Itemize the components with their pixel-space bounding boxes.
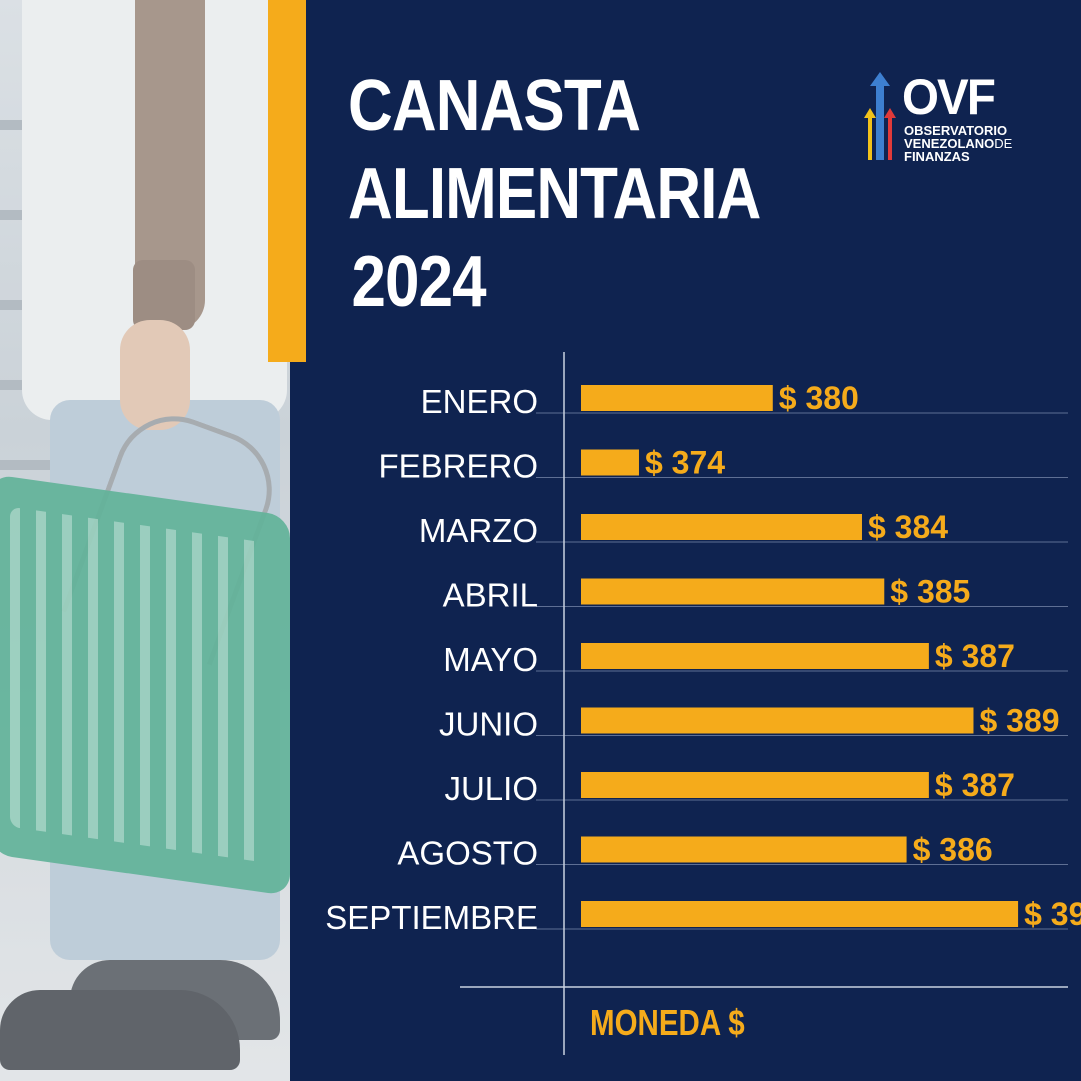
- value-label: $ 384: [868, 509, 948, 545]
- value-label: $ 386: [913, 832, 993, 868]
- value-label: $ 387: [935, 638, 1015, 674]
- title-line-3: 2024: [351, 242, 486, 322]
- logo-line-1: OBSERVATORIO: [904, 123, 1008, 138]
- chart-bars: [581, 385, 1019, 927]
- logo-acronym: OVF: [902, 69, 996, 125]
- bar-julio: [581, 772, 929, 798]
- value-label: $ 387: [935, 767, 1015, 803]
- bar-junio: [581, 707, 974, 734]
- logo-line-2: VENEZOLANODE: [904, 137, 1012, 150]
- bar-enero: [581, 385, 773, 411]
- category-label: ENERO: [421, 383, 538, 420]
- bar-septiembre: [581, 901, 1019, 927]
- ovf-logo: OVF OBSERVATORIO VENEZOLANODE FINANZAS: [864, 69, 1034, 164]
- value-label: $ 391: [1024, 896, 1081, 932]
- bar-abril: [581, 578, 885, 605]
- category-label: FEBRERO: [378, 448, 538, 485]
- title-line-2: ALIMENTARIA: [348, 154, 761, 234]
- logo-line-2-a: VENEZOLANO: [904, 136, 995, 151]
- page-title: CANASTA ALIMENTARIA 2024: [348, 62, 761, 326]
- bar-mayo: [581, 643, 929, 669]
- shopper-photo: [0, 0, 290, 1081]
- logo-line-2-b: DE: [994, 136, 1013, 151]
- category-label: JULIO: [444, 770, 538, 807]
- x-axis-title: MONEDA $: [590, 1002, 745, 1042]
- title-line-1: CANASTA: [348, 66, 641, 146]
- bar-marzo: [581, 514, 862, 540]
- category-label: MARZO: [419, 512, 538, 549]
- chart-value-labels: $ 380 $ 374 $ 384 $ 385 $ 387 $ 389 $ 387 $ 386…: [645, 380, 1081, 932]
- bar-febrero: [581, 449, 639, 476]
- category-label: MAYO: [443, 641, 538, 678]
- value-label: $ 380: [779, 380, 859, 416]
- category-label: ABRIL: [443, 577, 538, 614]
- arrows-icon: [864, 72, 896, 160]
- logo-line-3: FINANZAS: [904, 149, 970, 164]
- accent-bar: [268, 0, 306, 362]
- value-label: $ 385: [890, 574, 970, 610]
- chart-category-labels: ENERO FEBRERO MARZO ABRIL MAYO JUNIO JULIO AGOS…: [325, 383, 538, 936]
- chart-grid: [536, 412, 1068, 930]
- value-label: $ 374: [645, 445, 725, 481]
- category-label: SEPTIEMBRE: [325, 899, 538, 936]
- value-label: $ 389: [979, 703, 1059, 739]
- bar-agosto: [581, 836, 907, 863]
- category-label: JUNIO: [439, 706, 538, 743]
- category-label: AGOSTO: [397, 835, 538, 872]
